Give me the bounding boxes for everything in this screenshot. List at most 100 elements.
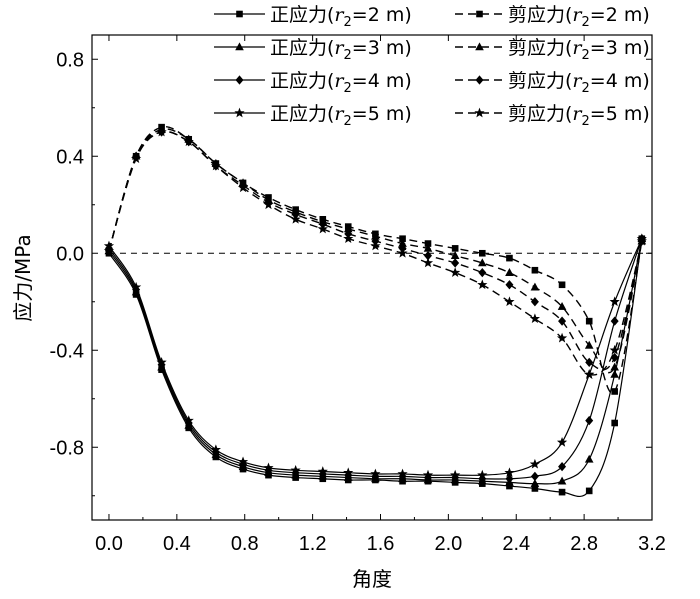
legend-marker — [475, 42, 484, 51]
data-point — [585, 317, 593, 325]
data-point — [558, 316, 567, 326]
data-point — [477, 279, 488, 290]
data-point — [636, 235, 647, 246]
data-point — [609, 296, 620, 307]
legend: 正应力(r2=2 m) 正应力(r2=3 m) 正应力(r2=4 m) 正应力(r2=… — [214, 4, 650, 129]
data-point — [290, 464, 301, 475]
legend-item: 剪应力(r2=2 m) — [455, 4, 650, 30]
y-tick-label: -0.8 — [50, 437, 84, 459]
ticks-layer: 0.0 0.4 0.8 1.2 1.6 2.0 2.4 2.8 3.2 0.8 0.4 0.0 -0.4… — [50, 35, 666, 555]
y-tick-label: 0.4 — [56, 146, 84, 168]
x-tick-label: 0.0 — [95, 533, 123, 555]
data-point — [505, 268, 514, 276]
data-point — [343, 233, 354, 244]
series-7 — [104, 127, 646, 371]
data-point — [531, 266, 539, 274]
series-layer — [103, 123, 647, 498]
data-point — [370, 468, 381, 479]
data-point — [558, 488, 566, 496]
data-point — [237, 182, 249, 193]
x-tick-label: 2.4 — [502, 533, 530, 555]
data-point — [343, 467, 354, 478]
y-tick-label: 0.0 — [56, 243, 84, 265]
data-point — [584, 340, 594, 349]
data-point — [370, 240, 381, 251]
data-point — [237, 456, 249, 467]
data-point — [131, 281, 142, 292]
data-point — [318, 469, 327, 479]
legend-marker — [475, 75, 484, 85]
legend-item: 剪应力(r2=3 m) — [455, 37, 650, 63]
data-point — [477, 258, 487, 267]
series-line — [108, 125, 643, 394]
series-1 — [105, 235, 646, 498]
data-point — [609, 344, 620, 355]
y-tick-label: -0.4 — [50, 340, 84, 362]
legend-marker — [236, 10, 243, 18]
x-tick-label: 1.2 — [299, 533, 327, 555]
series-line — [108, 238, 643, 485]
data-point — [611, 388, 618, 395]
plot-frame — [91, 34, 653, 521]
data-point — [529, 458, 540, 469]
legend-marker — [235, 42, 244, 51]
data-point — [558, 281, 566, 289]
x-tick-label: 2.0 — [434, 533, 462, 555]
legend-label: 剪应力(r2=3 m) — [508, 37, 650, 63]
legend-item: 正应力(r2=5 m) — [214, 103, 412, 129]
legend-label: 正应力(r2=2 m) — [270, 4, 412, 30]
y-axis-title: 应力/MPa — [11, 234, 35, 321]
legend-item: 剪应力(r2=4 m) — [455, 70, 650, 96]
data-point — [585, 415, 594, 426]
data-point — [530, 478, 540, 487]
legend-label: 剪应力(r2=2 m) — [508, 4, 650, 30]
data-point — [556, 437, 568, 447]
legend-label: 正应力(r2=5 m) — [270, 103, 412, 129]
x-axis-title: 角度 — [352, 567, 392, 591]
legend-label: 剪应力(r2=5 m) — [508, 103, 650, 129]
data-point — [156, 126, 167, 137]
data-point — [610, 316, 619, 326]
data-point — [397, 247, 408, 258]
data-point — [317, 466, 328, 476]
data-point — [450, 267, 461, 277]
data-point — [504, 296, 515, 307]
series-2 — [104, 234, 647, 487]
data-point — [529, 313, 540, 324]
data-point — [504, 467, 515, 478]
data-point — [611, 419, 618, 427]
data-point — [505, 474, 514, 484]
x-tick-label: 0.4 — [163, 533, 191, 555]
legend-label: 正应力(r2=4 m) — [270, 70, 412, 96]
data-point — [506, 254, 513, 262]
data-point — [422, 469, 434, 480]
series-8 — [103, 126, 647, 379]
legend-label: 正应力(r2=3 m) — [270, 37, 412, 63]
data-point — [585, 357, 594, 368]
data-point — [557, 476, 567, 485]
legend-marker — [474, 107, 485, 118]
legend-label: 剪应力(r2=4 m) — [508, 70, 650, 96]
data-point — [183, 136, 194, 147]
data-point — [290, 213, 301, 224]
data-point — [451, 245, 459, 252]
axes-layer — [91, 34, 653, 521]
legend-item: 正应力(r2=2 m) — [214, 4, 412, 30]
data-point — [156, 357, 167, 367]
y-tick-label: 0.8 — [56, 49, 84, 71]
data-point — [183, 415, 194, 425]
x-tick-label: 3.2 — [638, 533, 666, 555]
series-line — [108, 238, 643, 498]
data-point — [530, 471, 539, 482]
series-6 — [104, 124, 647, 374]
data-point — [530, 282, 540, 291]
data-point — [585, 487, 593, 495]
data-point — [478, 267, 487, 278]
legend-item: 正应力(r2=4 m) — [214, 70, 412, 96]
data-point — [422, 257, 434, 268]
data-point — [530, 297, 539, 307]
data-point — [450, 469, 461, 480]
data-point — [610, 369, 619, 378]
data-point — [610, 362, 619, 371]
